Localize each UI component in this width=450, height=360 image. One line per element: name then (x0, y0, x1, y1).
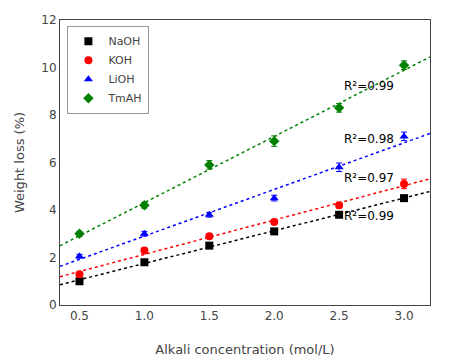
svg-text:2.5: 2.5 (330, 309, 349, 323)
svg-text:4: 4 (49, 203, 57, 217)
svg-text:3.0: 3.0 (394, 309, 413, 323)
svg-text:LiOH: LiOH (108, 73, 134, 86)
svg-text:6: 6 (49, 156, 57, 170)
svg-text:12: 12 (41, 13, 56, 27)
svg-text:R²=0.99: R²=0.99 (344, 79, 394, 93)
svg-text:0.5: 0.5 (70, 309, 89, 323)
svg-text:10: 10 (41, 61, 56, 75)
svg-text:2: 2 (49, 251, 57, 265)
svg-text:R²=0.98: R²=0.98 (344, 132, 394, 146)
svg-text:0: 0 (49, 298, 57, 312)
svg-text:2.0: 2.0 (265, 309, 284, 323)
svg-text:8: 8 (49, 108, 57, 122)
svg-text:KOH: KOH (108, 54, 132, 67)
svg-text:Weight loss (%): Weight loss (%) (12, 112, 27, 213)
svg-text:R²=0.97: R²=0.97 (344, 171, 394, 185)
svg-text:NaOH: NaOH (108, 35, 140, 48)
svg-text:R²=0.99: R²=0.99 (344, 209, 394, 223)
svg-text:1.5: 1.5 (200, 309, 219, 323)
svg-text:1.0: 1.0 (135, 309, 154, 323)
svg-text:Alkali concentration (mol/L): Alkali concentration (mol/L) (155, 342, 334, 357)
svg-text:TmAH: TmAH (107, 92, 141, 105)
